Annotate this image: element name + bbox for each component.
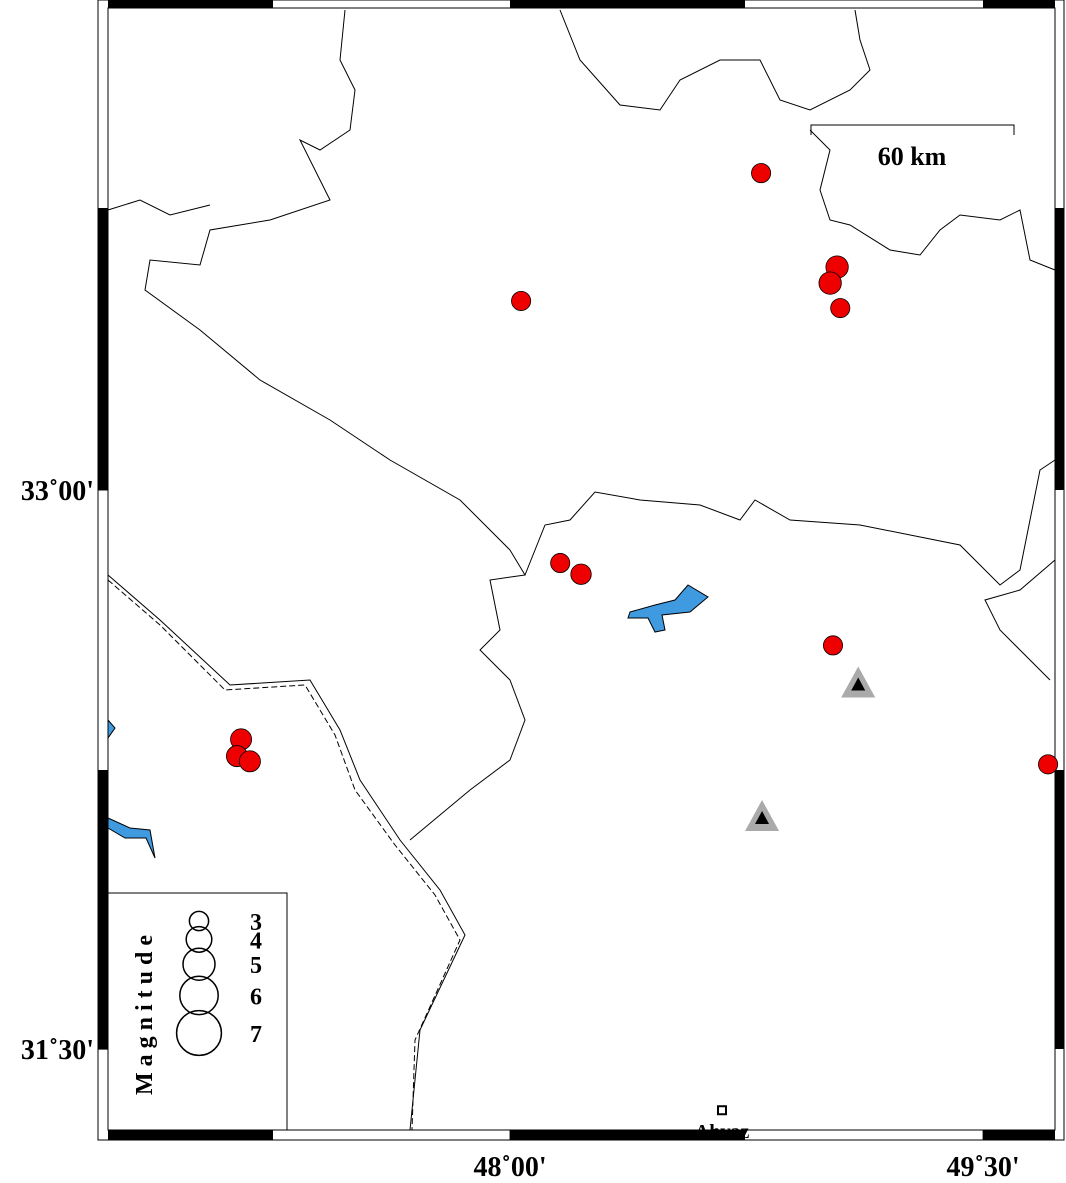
y-tick-label: 33˚00' (21, 476, 94, 507)
earthquake (1038, 754, 1059, 775)
earthquake (570, 563, 592, 585)
legend-symbol (182, 947, 216, 981)
earthquake (751, 163, 772, 184)
legend-symbol (188, 910, 210, 932)
legend-label: 7 (250, 1022, 262, 1048)
earthquake (830, 298, 851, 319)
earthquake (550, 553, 571, 574)
legend-label: 3 (250, 910, 262, 936)
legend-label: 4 (250, 928, 262, 954)
legend-symbol (175, 1009, 223, 1057)
earthquake (818, 271, 842, 295)
city-label: Ahvaz (695, 1121, 750, 1143)
station-inner (755, 811, 770, 825)
x-tick-label: 49˚30' (947, 1152, 1020, 1178)
legend-label: 6 (250, 984, 262, 1010)
legend-symbol (179, 975, 219, 1016)
legend: Magnitude (107, 892, 288, 1131)
y-tick-label: 31˚30' (21, 1035, 94, 1066)
legend-label: 5 (250, 953, 262, 979)
earthquake (238, 750, 261, 773)
scale-label: 60 km (878, 142, 947, 171)
lakes (107, 584, 709, 859)
x-tick-label: 48˚00' (474, 1152, 547, 1178)
station (745, 800, 780, 832)
legend-title: Magnitude (132, 929, 158, 1095)
station-inner (851, 677, 866, 691)
earthquake (822, 635, 843, 656)
station (841, 666, 876, 698)
borders (107, 9, 1056, 1131)
legend-symbol (185, 925, 213, 953)
frame-bars (98, 0, 1064, 1140)
city-marker (716, 1105, 727, 1116)
earthquake (511, 290, 532, 311)
scale-bar: 60 km (810, 124, 1015, 171)
